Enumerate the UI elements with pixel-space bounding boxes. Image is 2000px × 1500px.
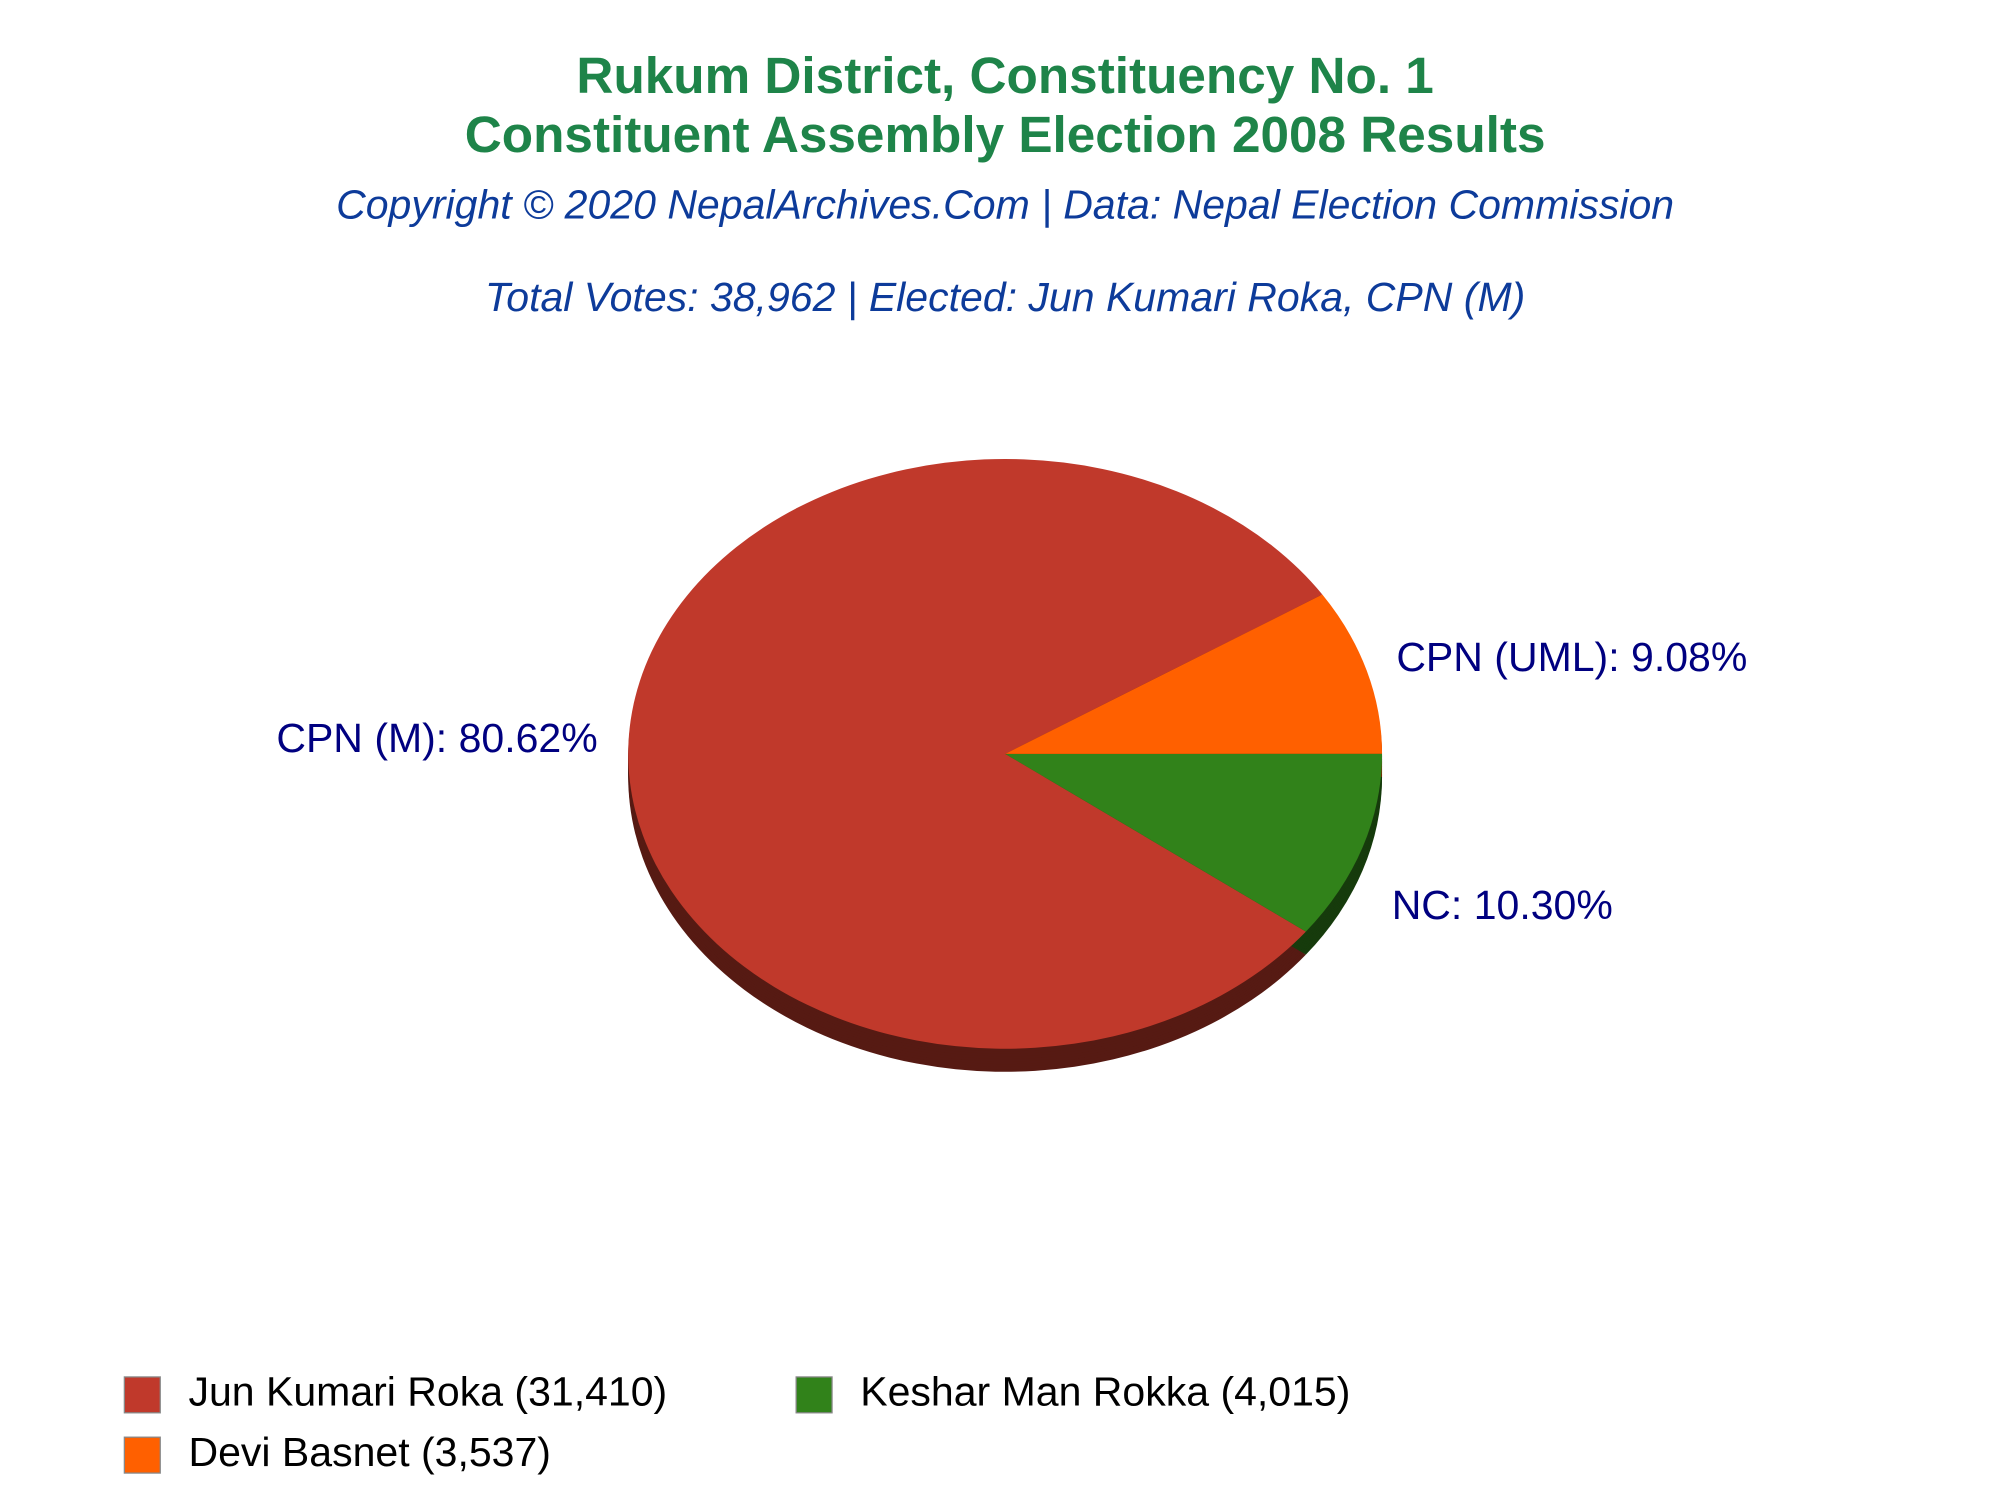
legend-label: Keshar Man Rokka (4,015) xyxy=(860,1369,1350,1415)
pie-slice xyxy=(628,458,1323,1049)
legend-swatch xyxy=(123,1376,161,1414)
slice-label: NC: 10.30% xyxy=(1392,882,1613,928)
chart-subtitle: Total Votes: 38,962 | Elected: Jun Kumar… xyxy=(485,274,1525,320)
legend-label: Devi Basnet (3,537) xyxy=(188,1429,551,1475)
legend-swatch xyxy=(123,1436,161,1474)
pie-slice xyxy=(1005,594,1383,754)
legend-swatch xyxy=(795,1376,833,1414)
slice-label: CPN (M): 80.62% xyxy=(276,715,597,761)
chart-title: Constituent Assembly Election 2008 Resul… xyxy=(465,106,1546,163)
pie-slice xyxy=(1005,753,1383,932)
legend-label: Jun Kumari Roka (31,410) xyxy=(188,1369,667,1415)
slice-label: CPN (UML): 9.08% xyxy=(1396,634,1747,680)
pie xyxy=(628,458,1383,1049)
chart-title: Rukum District, Constituency No. 1 xyxy=(576,47,1433,104)
chart-subtitle: Copyright © 2020 NepalArchives.Com | Dat… xyxy=(336,182,1674,228)
